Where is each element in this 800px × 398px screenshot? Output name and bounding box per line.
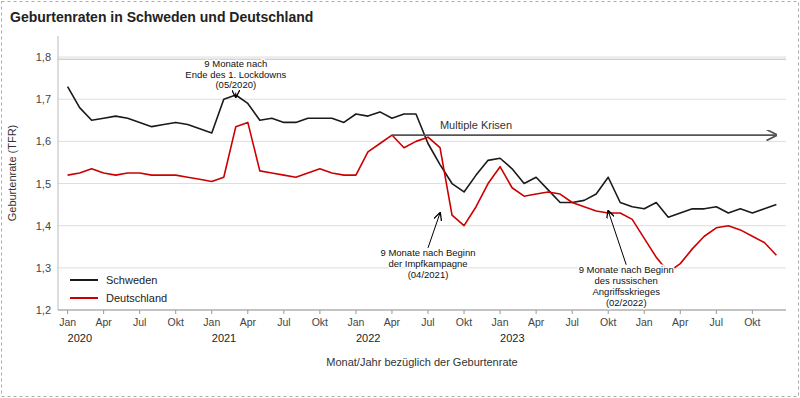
x-tick-label: Jul bbox=[565, 316, 578, 328]
x-tick bbox=[608, 310, 609, 314]
border bbox=[2, 2, 799, 397]
annotation-arrow bbox=[428, 213, 440, 248]
annotation-line: Ende des 1. Lockdowns bbox=[185, 69, 286, 80]
x-tick bbox=[67, 310, 68, 314]
annotation: 9 Monate nachEnde des 1. Lockdowns(05/20… bbox=[185, 58, 286, 91]
annotation-arrow bbox=[235, 93, 236, 98]
x-axis-label: Monat/Jahr bezüglich der Geburtenrate bbox=[326, 356, 517, 368]
annotation-line: Angriffsskrieges bbox=[593, 286, 661, 297]
legend-swatch bbox=[70, 297, 98, 299]
y-axis-label: Geburtenrate (TFR) bbox=[6, 125, 18, 222]
x-tick-label: Apr bbox=[672, 316, 689, 328]
annotation-line: des russischen bbox=[595, 275, 658, 286]
grid-line bbox=[58, 57, 786, 58]
x-tick-label: Okt bbox=[168, 316, 184, 328]
series-group bbox=[68, 87, 777, 272]
x-tick bbox=[175, 310, 176, 314]
year-label: 2022 bbox=[356, 332, 380, 344]
y-axis bbox=[58, 36, 59, 310]
x-tick bbox=[428, 310, 429, 314]
annotation-line: der Impfkampagne bbox=[388, 258, 467, 269]
x-tick bbox=[319, 310, 320, 314]
x-tick bbox=[247, 310, 248, 314]
x-tick-label: Apr bbox=[240, 316, 257, 328]
grid-line bbox=[58, 183, 786, 184]
x-tick-label: Jul bbox=[277, 316, 290, 328]
x-tick bbox=[500, 310, 501, 314]
x-tick-label: Apr bbox=[528, 316, 545, 328]
annotation-line: 9 Monate nach Beginn bbox=[579, 264, 674, 275]
legend-entry: Deutschland bbox=[106, 292, 167, 304]
annotation: Multiple Krisen bbox=[440, 119, 512, 131]
x-tick bbox=[716, 310, 717, 314]
span-arrow bbox=[392, 134, 776, 136]
x-tick bbox=[680, 310, 681, 314]
legend-swatch bbox=[70, 279, 98, 281]
annotation-line: (05/2020) bbox=[215, 79, 256, 90]
annotation-line: (02/2022) bbox=[606, 297, 647, 308]
grid-line bbox=[58, 310, 786, 311]
x-tick-label: Okt bbox=[744, 316, 760, 328]
legend: Schweden Deutschland bbox=[70, 274, 167, 304]
y-tick-label: 1,5 bbox=[36, 178, 51, 190]
annotation: 9 Monate nach Beginnder Impfkampagne(04/… bbox=[380, 247, 475, 280]
x-tick-label: Jan bbox=[347, 316, 364, 328]
x-tick-label: Okt bbox=[456, 316, 472, 328]
legend-entry: Schweden bbox=[106, 274, 157, 286]
annotation-arrow bbox=[608, 211, 626, 265]
series-line bbox=[68, 122, 777, 272]
title: Geburtenraten in Schweden und Deutschlan… bbox=[10, 9, 313, 25]
x-tick bbox=[391, 310, 392, 314]
x-tick-label: Jul bbox=[133, 316, 146, 328]
x-tick-label: Apr bbox=[384, 316, 401, 328]
x-tick-label: Jul bbox=[710, 316, 723, 328]
grid-line bbox=[58, 99, 786, 100]
grid-line bbox=[58, 141, 786, 142]
x-tick bbox=[355, 310, 356, 314]
y-tick-label: 1,7 bbox=[36, 93, 51, 105]
x-tick-label: Okt bbox=[600, 316, 616, 328]
x-tick-label: Apr bbox=[95, 316, 112, 328]
grid-line bbox=[58, 225, 786, 226]
x-tick bbox=[211, 310, 212, 314]
year-label: 2020 bbox=[68, 332, 92, 344]
chart: Geburtenraten in Schweden und Deutschlan… bbox=[0, 0, 800, 398]
x-tick-label: Okt bbox=[312, 316, 328, 328]
x-axis bbox=[58, 310, 786, 311]
year-label: 2023 bbox=[500, 332, 524, 344]
x-tick bbox=[572, 310, 573, 314]
x-tick bbox=[644, 310, 645, 314]
y-tick-label: 1,8 bbox=[36, 51, 51, 63]
y-tick-label: 1,4 bbox=[36, 220, 51, 232]
x-tick-label: Jan bbox=[492, 316, 509, 328]
y-tick-label: 1,2 bbox=[36, 304, 51, 316]
y-tick-label: 1,3 bbox=[36, 262, 51, 274]
series-line bbox=[68, 87, 777, 218]
x-tick-label: Jan bbox=[636, 316, 653, 328]
x-tick-label: Jul bbox=[421, 316, 434, 328]
x-tick-label: Jan bbox=[203, 316, 220, 328]
y-tick-label: 1,6 bbox=[36, 135, 51, 147]
x-tick bbox=[139, 310, 140, 314]
year-label: 2021 bbox=[212, 332, 236, 344]
annotation-line: 9 Monate nach Beginn bbox=[380, 247, 475, 258]
annotation: 9 Monate nach Beginndes russischenAngrif… bbox=[579, 264, 674, 307]
x-tick bbox=[103, 310, 104, 314]
x-tick bbox=[752, 310, 753, 314]
x-tick-label: Jan bbox=[59, 316, 76, 328]
x-tick bbox=[464, 310, 465, 314]
x-tick bbox=[536, 310, 537, 314]
x-tick bbox=[283, 310, 284, 314]
reference-line bbox=[58, 59, 786, 60]
annotation-line: 9 Monate nach bbox=[204, 58, 267, 69]
annotation-line: (04/2021) bbox=[408, 269, 449, 280]
